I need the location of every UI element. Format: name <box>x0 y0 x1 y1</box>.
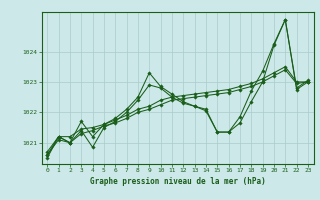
X-axis label: Graphe pression niveau de la mer (hPa): Graphe pression niveau de la mer (hPa) <box>90 177 266 186</box>
